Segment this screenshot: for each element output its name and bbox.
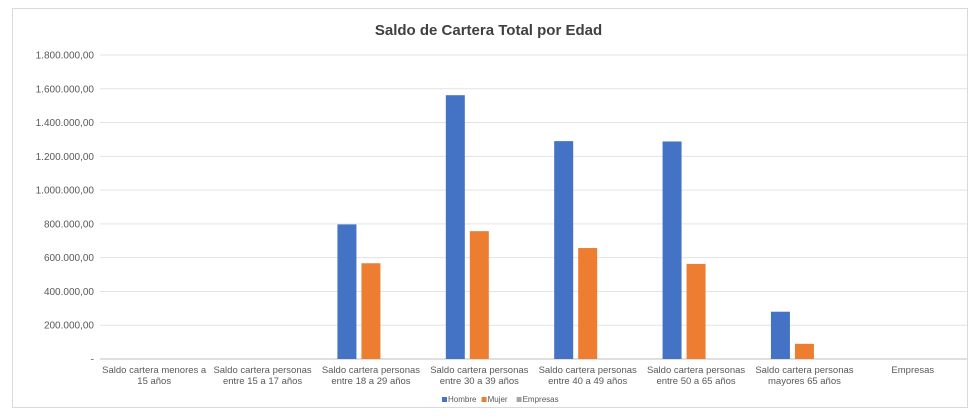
legend-label-mujer: Mujer <box>488 395 508 404</box>
x-tick-label: Saldo cartera personas <box>539 365 637 376</box>
bar-mujer <box>361 263 381 359</box>
y-tick-label: 1.200.000,00 <box>36 152 95 163</box>
x-tick-label: Empresas <box>891 365 934 376</box>
bar-mujer <box>794 343 814 359</box>
x-tick-label: Saldo cartera personas <box>647 365 745 376</box>
x-tick-label: entre 50 a 65 años <box>656 376 735 387</box>
y-tick-label: 1.000.000,00 <box>36 186 95 197</box>
x-tick-label: entre 40 a 49 años <box>548 376 627 387</box>
bar-hombre <box>770 311 790 359</box>
x-tick-label: entre 18 a 29 años <box>331 376 410 387</box>
x-tick-label: entre 30 a 39 años <box>440 376 519 387</box>
legend-label-hombre: Hombre <box>448 395 477 404</box>
legend-label-empresas: Empresas <box>523 395 559 404</box>
y-tick-label: 600.000,00 <box>44 253 94 264</box>
x-tick-label: entre 15 a 17 años <box>223 376 302 387</box>
x-tick-label: mayores 65 años <box>768 376 841 387</box>
y-tick-label: 1.400.000,00 <box>36 118 95 129</box>
y-tick-label: 1.800.000,00 <box>36 51 95 62</box>
x-tick-label: Saldo cartera personas <box>430 365 528 376</box>
legend-swatch-hombre <box>442 397 447 402</box>
x-tick-label: Saldo cartera menores a <box>102 365 207 376</box>
chart-area <box>12 8 968 408</box>
y-tick-label: 400.000,00 <box>44 287 94 298</box>
x-tick-label: 15 años <box>137 376 171 387</box>
bar-hombre <box>662 141 682 359</box>
x-tick-label: Saldo cartera personas <box>213 365 311 376</box>
bar-hombre <box>554 141 574 359</box>
legend-swatch-mujer <box>481 397 487 402</box>
y-tick-label: 200.000,00 <box>44 321 94 332</box>
y-tick-label: - <box>91 355 94 366</box>
bar-hombre <box>445 95 465 359</box>
bar-mujer <box>578 248 598 359</box>
legend-swatch-empresas <box>516 397 522 402</box>
y-tick-label: 1.600.000,00 <box>36 84 95 95</box>
chart-title: Saldo de Cartera Total por Edad <box>374 22 603 39</box>
bar-mujer <box>469 231 489 359</box>
bar-hombre <box>337 224 357 359</box>
x-tick-label: Saldo cartera personas <box>755 365 853 376</box>
x-tick-label: Saldo cartera personas <box>322 365 420 376</box>
y-tick-label: 800.000,00 <box>44 219 94 230</box>
bar-mujer <box>686 263 706 359</box>
